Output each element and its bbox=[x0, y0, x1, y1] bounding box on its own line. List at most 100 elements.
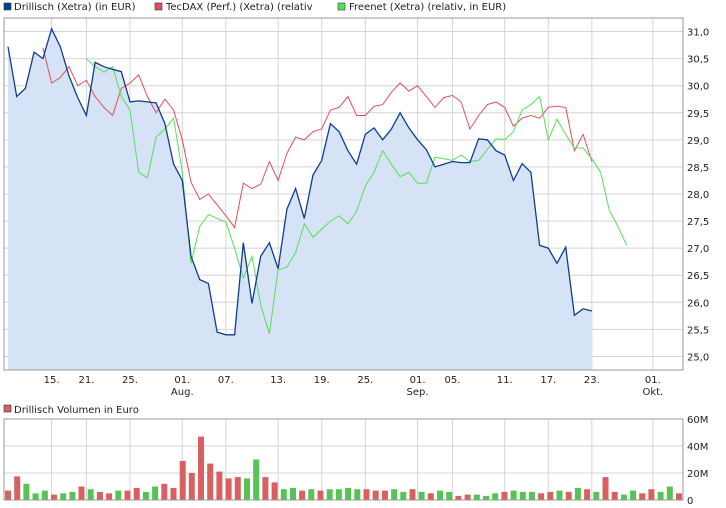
volume-bar bbox=[69, 491, 76, 500]
y-tick-label: 29,5 bbox=[687, 109, 709, 120]
volume-bar bbox=[446, 491, 453, 500]
vol-y-tick-label: 60M bbox=[687, 415, 708, 426]
y-tick-label: 29,0 bbox=[687, 136, 709, 147]
volume-bar bbox=[528, 491, 535, 500]
x-tick-label: 01. bbox=[410, 375, 426, 386]
volume-bar bbox=[133, 487, 140, 500]
volume-bar bbox=[96, 491, 103, 500]
volume-bar bbox=[87, 489, 94, 500]
volume-bar bbox=[593, 491, 600, 500]
volume-bar bbox=[418, 491, 425, 500]
legend-swatch-drillisch bbox=[3, 2, 12, 11]
volume-bar bbox=[198, 436, 204, 500]
volume-bar bbox=[5, 490, 11, 500]
volume-bar bbox=[234, 477, 241, 500]
x-tick-label: 11. bbox=[497, 375, 513, 386]
price-panel-frame bbox=[3, 17, 684, 371]
volume-bar bbox=[253, 459, 260, 500]
volume-bar bbox=[538, 493, 545, 501]
series-line-tecdax bbox=[42, 47, 593, 229]
legend-label-volume: Drillisch Volumen in Euro bbox=[14, 405, 139, 416]
x-tick-label: 25. bbox=[122, 375, 138, 386]
month-label: Aug. bbox=[171, 387, 194, 398]
volume-bar bbox=[409, 489, 416, 500]
y-tick-label: 28,5 bbox=[687, 163, 709, 174]
volume-bar bbox=[574, 487, 581, 500]
volume-bar bbox=[565, 491, 572, 500]
legend: Drillisch (Xetra) (in EUR) TecDAX (Perf.… bbox=[3, 2, 506, 416]
volume-bar bbox=[602, 477, 609, 500]
x-tick-label: 19. bbox=[314, 375, 330, 386]
volume-bar bbox=[464, 494, 471, 500]
x-tick-label: 25. bbox=[357, 375, 373, 386]
volume-bar bbox=[391, 489, 398, 500]
volume-bar bbox=[106, 493, 113, 501]
y-tick-label: 25,0 bbox=[687, 352, 709, 363]
volume-bar bbox=[216, 471, 223, 500]
x-tick-label: 01. bbox=[174, 375, 190, 386]
volume-bar bbox=[271, 482, 278, 500]
volume-bar bbox=[648, 489, 655, 500]
y-tick-label: 27,5 bbox=[687, 217, 709, 228]
legend-label-freenet: Freenet (Xetra) (relativ, in EUR) bbox=[349, 2, 506, 13]
volume-bar bbox=[510, 490, 517, 500]
volume-bar bbox=[280, 489, 287, 500]
series-line-drillisch bbox=[7, 27, 593, 336]
volume-bars bbox=[5, 436, 682, 501]
volume-bar bbox=[308, 489, 315, 500]
volume-bar bbox=[400, 491, 407, 500]
y-tick-label: 26,5 bbox=[687, 271, 709, 282]
volume-bar bbox=[666, 486, 673, 500]
volume-bar bbox=[363, 489, 370, 500]
volume-bar bbox=[483, 495, 489, 500]
legend-swatch-volume bbox=[3, 404, 12, 413]
volume-bar bbox=[41, 490, 48, 500]
legend-label-tecdax: TecDAX (Perf.) (Xetra) (relativ bbox=[165, 2, 313, 13]
volume-bar bbox=[335, 489, 342, 500]
volume-bar bbox=[290, 487, 296, 500]
volume-bar bbox=[630, 490, 637, 500]
volume-bar bbox=[161, 483, 168, 500]
month-label: Sep. bbox=[407, 387, 429, 398]
volume-bar bbox=[611, 491, 618, 500]
volume-bar bbox=[473, 494, 480, 500]
volume-bar bbox=[584, 489, 591, 500]
volume-bar bbox=[519, 491, 526, 500]
volume-bar bbox=[354, 489, 361, 500]
y-tick-label: 31,0 bbox=[687, 28, 709, 39]
legend-label-drillisch: Drillisch (Xetra) (in EUR) bbox=[14, 2, 136, 13]
legend-swatch-freenet bbox=[337, 2, 346, 11]
y-tick-label: 27,0 bbox=[687, 244, 709, 255]
price-panel: 25,0 25,5 26,0 26,5 27,0 27,5 28,0 28,5 29,0 29,5… bbox=[3, 17, 709, 398]
vol-y-tick-label: 40M bbox=[687, 442, 708, 453]
volume-bar bbox=[115, 490, 122, 500]
x-tick-label: 13. bbox=[270, 375, 286, 386]
volume-bar bbox=[124, 490, 131, 500]
volume-bar bbox=[225, 478, 232, 500]
y-tick-label: 30,0 bbox=[687, 82, 709, 93]
y-tick-label: 26,0 bbox=[687, 298, 709, 309]
volume-bar bbox=[188, 473, 195, 500]
volume-bar bbox=[317, 490, 324, 500]
volume-bar bbox=[381, 490, 388, 500]
volume-bar bbox=[326, 489, 333, 500]
x-tick-label: 23. bbox=[584, 375, 600, 386]
volume-bar bbox=[299, 490, 306, 500]
x-tick-label: 07. bbox=[218, 375, 234, 386]
volume-bar bbox=[657, 491, 664, 500]
volume-bar bbox=[620, 494, 627, 500]
y-tick-label: 28,0 bbox=[687, 190, 709, 201]
volume-bar bbox=[51, 494, 57, 500]
volume-bar bbox=[23, 483, 30, 500]
volume-bar bbox=[244, 478, 250, 500]
volume-bar bbox=[455, 495, 462, 500]
x-tick-label: 01. bbox=[645, 375, 661, 386]
vol-y-tick-label: 0 bbox=[687, 496, 693, 507]
volume-bar bbox=[501, 491, 508, 500]
volume-bar bbox=[170, 487, 177, 500]
volume-panel-frame bbox=[3, 418, 684, 501]
volume-bar bbox=[492, 493, 499, 501]
x-tick-label: 15. bbox=[44, 375, 60, 386]
volume-bar bbox=[639, 493, 646, 501]
